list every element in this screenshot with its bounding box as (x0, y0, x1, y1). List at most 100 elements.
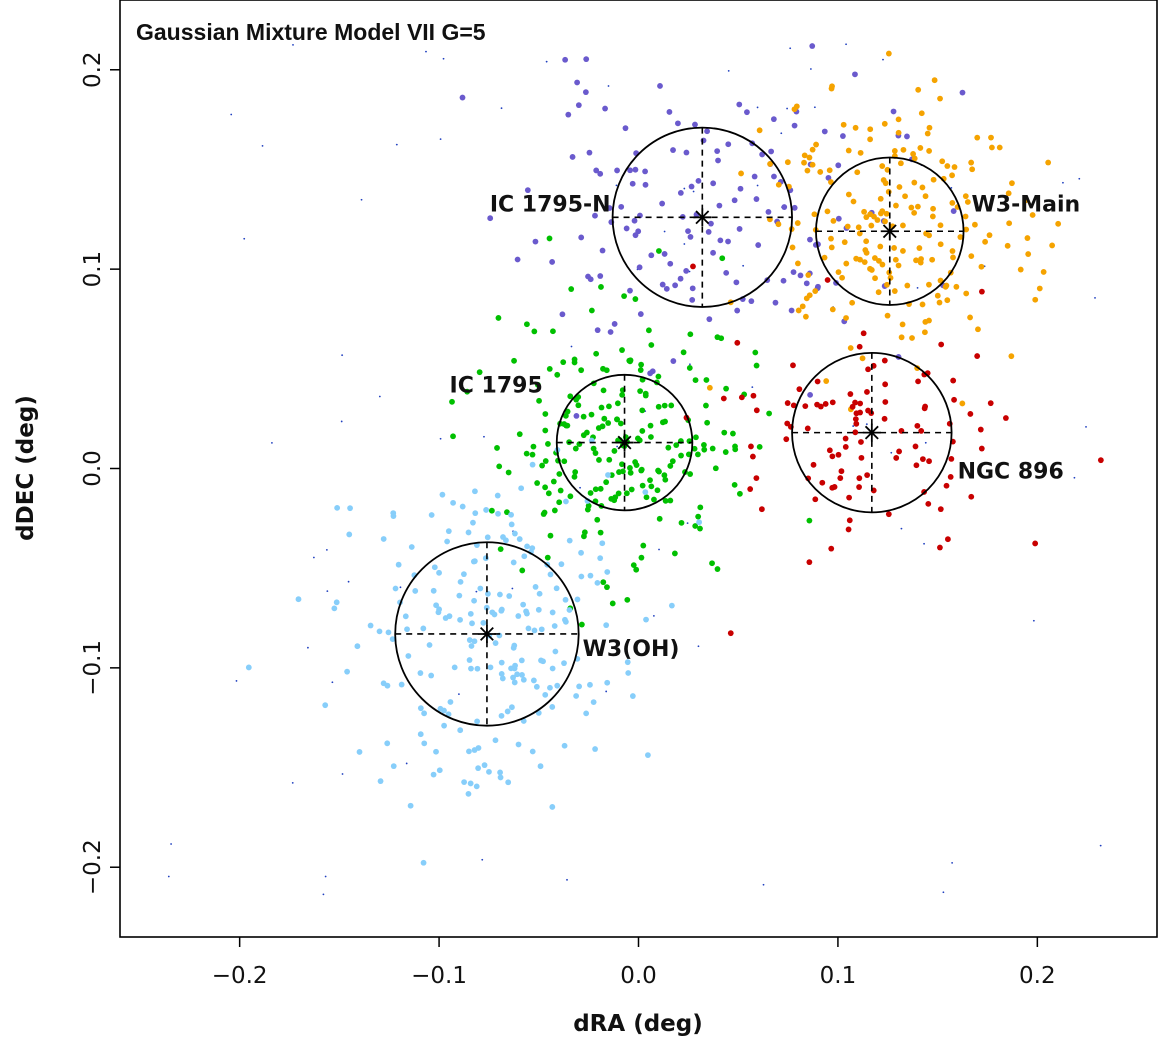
noise-point (312, 556, 315, 559)
data-point (723, 385, 729, 392)
data-point (957, 234, 964, 240)
data-point (468, 643, 475, 649)
data-point (405, 653, 412, 659)
noise-point (230, 113, 233, 116)
data-point (685, 228, 691, 235)
data-point (819, 479, 826, 486)
noise-point (742, 264, 745, 267)
data-point (657, 83, 663, 89)
noise-point (652, 614, 655, 617)
data-point (593, 167, 600, 174)
data-point (637, 311, 644, 317)
data-point (788, 307, 795, 314)
data-point (948, 456, 955, 462)
data-point (896, 448, 902, 455)
data-point (911, 179, 918, 186)
noise-point (235, 680, 238, 682)
data-point (588, 411, 595, 418)
data-point (505, 779, 512, 786)
noise-point (786, 107, 789, 110)
data-point (868, 267, 875, 273)
data-point (953, 283, 960, 290)
noise-point (809, 68, 812, 70)
data-point (1005, 190, 1012, 197)
data-point (629, 693, 636, 699)
data-point (1022, 197, 1029, 204)
data-point (643, 494, 650, 501)
data-point (766, 410, 773, 417)
data-point (384, 682, 391, 689)
data-point (989, 144, 995, 151)
data-point (821, 128, 828, 135)
data-point (552, 648, 559, 655)
data-point (815, 283, 821, 290)
noise-point (291, 781, 294, 784)
data-point (537, 763, 544, 770)
data-point (937, 506, 944, 513)
x-tick-label: −0.2 (212, 963, 268, 989)
data-point (780, 277, 787, 284)
data-point (719, 255, 726, 262)
data-point (586, 149, 593, 156)
data-point (913, 462, 920, 469)
noise-point (616, 445, 619, 448)
data-point (534, 480, 541, 486)
data-point (354, 643, 361, 650)
data-point (661, 251, 668, 257)
data-point (566, 537, 573, 544)
noise-point (483, 435, 485, 438)
noise-point (325, 549, 328, 551)
data-point (979, 288, 985, 295)
data-point (545, 490, 552, 497)
data-point (867, 126, 874, 133)
data-point (666, 109, 673, 115)
data-point (850, 198, 857, 205)
data-point (615, 490, 622, 497)
data-point (473, 783, 480, 790)
data-point (807, 391, 813, 398)
noise-point (751, 386, 754, 389)
data-point (385, 629, 392, 636)
data-point (607, 329, 614, 335)
data-point (899, 321, 906, 328)
data-point (495, 315, 502, 321)
data-point (883, 210, 890, 217)
data-point (853, 420, 860, 427)
data-point (498, 712, 505, 719)
data-point (750, 392, 757, 399)
data-point (890, 108, 897, 115)
noise-point (442, 57, 445, 60)
data-point (734, 307, 741, 314)
data-point (861, 208, 867, 215)
data-point (926, 124, 933, 131)
data-point (389, 636, 396, 643)
data-point (863, 238, 870, 245)
data-point (806, 517, 813, 524)
data-point (508, 511, 515, 518)
data-point (840, 133, 846, 139)
data-point (680, 349, 687, 356)
chart-title: Gaussian Mixture Model VII G=5 (136, 19, 486, 45)
data-point (855, 224, 862, 231)
data-point (1017, 266, 1024, 273)
noise-point (324, 875, 327, 878)
data-point (611, 448, 618, 454)
data-point (895, 116, 902, 123)
data-point (635, 228, 642, 235)
data-point (1029, 212, 1036, 218)
data-point (1040, 269, 1047, 275)
data-point (852, 71, 858, 78)
data-point (723, 269, 730, 276)
data-point (511, 357, 517, 364)
data-point (604, 569, 611, 575)
data-point (535, 606, 542, 613)
data-point (529, 461, 536, 468)
data-point (621, 293, 627, 299)
cluster-label: NGC 896 (958, 459, 1064, 484)
data-point (695, 177, 702, 184)
data-point (567, 493, 574, 500)
data-point (578, 549, 584, 556)
data-point (498, 607, 505, 614)
data-point (813, 141, 819, 148)
